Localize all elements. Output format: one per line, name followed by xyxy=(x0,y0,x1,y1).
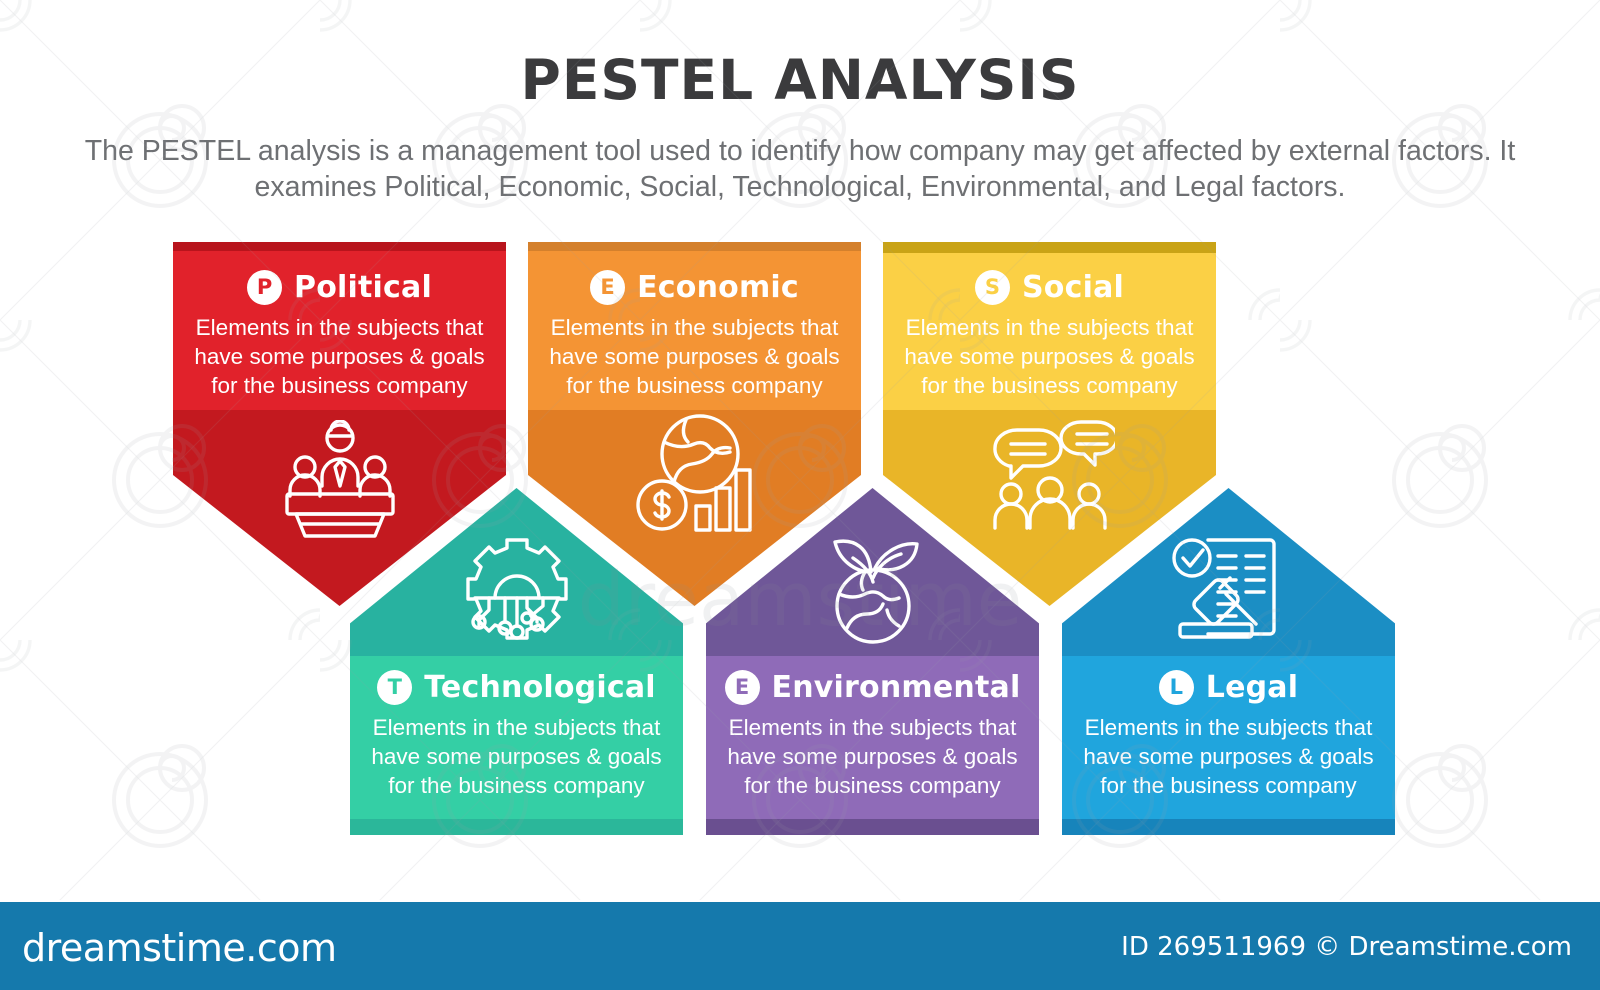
card-legal-content: L Legal Elements in the subjects that ha… xyxy=(1062,670,1395,800)
card-social-top-strip xyxy=(883,242,1216,253)
card-technological-label: Technological xyxy=(424,670,656,705)
card-economic-badge: E xyxy=(590,270,626,305)
card-political-badge: P xyxy=(247,270,283,305)
card-economic-label: Economic xyxy=(637,270,799,305)
card-social-badge: S xyxy=(974,270,1010,305)
card-social-description: Elements in the subjects that have some … xyxy=(904,315,1195,398)
card-economic-description: Elements in the subjects that have some … xyxy=(549,315,840,398)
card-environmental-description: Elements in the subjects that have some … xyxy=(727,715,1018,798)
card-political-head: P Political xyxy=(173,270,506,305)
footer-bar: dreamstime.com ID 269511969 © Dreamstime… xyxy=(0,902,1600,990)
card-political-label: Political xyxy=(294,270,432,305)
card-economic-content: E Economic Elements in the subjects that… xyxy=(528,270,861,400)
card-technological-head: T Technological xyxy=(350,670,683,705)
page-subtitle: The PESTEL analysis is a management tool… xyxy=(84,135,1516,204)
card-environmental-badge: E xyxy=(724,670,760,705)
card-legal-bottom-strip xyxy=(1062,819,1395,835)
page-title: PESTEL ANALYSIS xyxy=(520,48,1080,112)
card-environmental-bottom-strip xyxy=(706,819,1039,835)
card-social-content: S Social Elements in the subjects that h… xyxy=(883,270,1216,400)
card-environmental-label: Environmental xyxy=(771,670,1021,705)
card-political-description: Elements in the subjects that have some … xyxy=(194,315,485,398)
podium-speaker-icon xyxy=(173,420,506,540)
card-environmental-head: E Environmental xyxy=(706,670,1039,705)
card-technological-badge: T xyxy=(377,670,413,705)
card-legal-description: Elements in the subjects that have some … xyxy=(1083,715,1374,798)
globe-dollar-chart-icon xyxy=(528,412,861,534)
card-technological-bottom-strip xyxy=(350,819,683,835)
card-technological-content: T Technological Elements in the subjects… xyxy=(350,670,683,800)
dreamstime-logo[interactable]: dreamstime.com xyxy=(22,926,337,970)
card-legal-head: L Legal xyxy=(1062,670,1395,705)
card-economic-top-strip xyxy=(528,242,861,251)
card-legal-badge: L xyxy=(1158,670,1194,705)
image-id-label: ID 269511969 © Dreamstime.com xyxy=(1121,932,1572,962)
chat-people-icon xyxy=(883,420,1216,534)
card-social-head: S Social xyxy=(883,270,1216,305)
card-political-top-strip xyxy=(173,242,506,251)
card-legal-label: Legal xyxy=(1205,670,1299,705)
card-technological-description: Elements in the subjects that have some … xyxy=(371,715,662,798)
card-social-label: Social xyxy=(1021,270,1124,305)
card-economic-head: E Economic xyxy=(528,270,861,305)
card-environmental-content: E Environmental Elements in the subjects… xyxy=(706,670,1039,800)
card-political-content: P Political Elements in the subjects tha… xyxy=(173,270,506,400)
